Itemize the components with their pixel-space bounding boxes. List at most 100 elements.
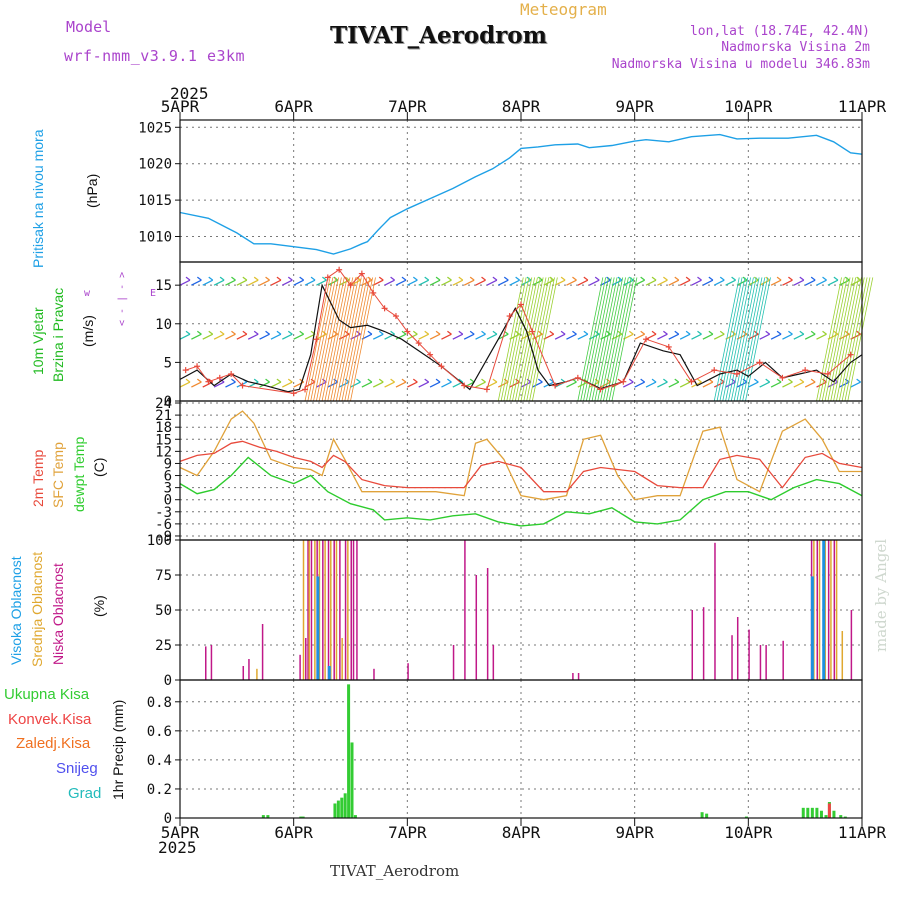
wind-hatch: [520, 277, 547, 402]
wind-barb: [788, 330, 793, 335]
wind-barb: [475, 333, 486, 340]
wind-barb: [554, 333, 566, 340]
wind-barb: [759, 279, 770, 286]
wind-barb: [549, 330, 555, 335]
wind-barb: [634, 333, 645, 340]
y-tick-label: 24: [155, 396, 172, 412]
wind-hatch: [603, 277, 629, 402]
wind-barb: [407, 279, 418, 286]
wind-hatch: [844, 277, 871, 402]
cloud-bar-visoka: [810, 576, 814, 680]
wind-barb: [748, 381, 759, 388]
wind-barb: [429, 333, 441, 340]
cloud-bar-niska: [475, 575, 478, 680]
wind-barb: [600, 381, 611, 388]
wind-barb: [645, 381, 657, 388]
wind-barb: [242, 330, 248, 335]
cloud-bar-niska: [577, 673, 580, 680]
wind-barb: [799, 378, 805, 383]
wind-barb: [259, 381, 270, 388]
wind-barb: [674, 276, 680, 281]
precip-bar: [832, 810, 836, 818]
wind-hatch: [333, 277, 359, 402]
wind-barb: [719, 330, 725, 335]
cloud-bar-srednja: [335, 540, 338, 680]
y-tick-label: 18: [155, 420, 172, 436]
altitude-label: Nadmorska Visina 2m: [721, 40, 870, 55]
wind-barb: [475, 279, 486, 286]
x-tick-label-bottom: 5APR: [161, 823, 200, 842]
wind-hatch: [512, 277, 538, 402]
wind-barb: [685, 330, 691, 335]
cloud-bar-srednja: [330, 540, 332, 680]
year-bottom: 2025: [158, 838, 197, 857]
wind-barb: [663, 276, 668, 281]
y-tick-label: 10: [155, 317, 172, 333]
x-tick-label-top: 6APR: [274, 97, 313, 116]
wind-barb: [776, 378, 782, 383]
wind-barb: [287, 378, 293, 383]
cloud-bar-niska: [407, 663, 409, 680]
compass-e: E: [150, 288, 157, 299]
precip-legend-konvek: Konvek.Kisa: [8, 711, 92, 728]
sfc-temp-line: [179, 410, 862, 501]
cloud-bar-srednja: [813, 540, 815, 680]
wind-barb: [191, 333, 202, 340]
wind-hatch: [531, 277, 558, 402]
cloud-bar-niska: [305, 638, 307, 680]
wind-barb: [788, 378, 793, 383]
wind-barb: [753, 378, 759, 383]
wind-barb: [816, 279, 827, 286]
wind-barb: [532, 279, 543, 286]
wind-barb: [196, 276, 202, 281]
wind-hatch: [321, 277, 348, 402]
wind-barb: [640, 330, 646, 335]
wind-barb: [685, 276, 691, 281]
wind-barb: [691, 333, 702, 340]
precip-legend-snow: Snijeg: [56, 760, 98, 777]
wind-barb: [231, 276, 236, 281]
wind-barb: [185, 378, 191, 383]
wind-barb: [458, 378, 464, 383]
wind-barb: [810, 378, 816, 383]
wind-barb: [611, 279, 623, 286]
wind-barb: [838, 279, 850, 286]
wind-barb: [697, 276, 702, 281]
wind-barb: [645, 279, 657, 286]
wind-barb: [213, 279, 225, 286]
wind-barb: [270, 333, 282, 340]
wind-hatch: [818, 277, 845, 402]
precip-bar: [705, 813, 709, 818]
cloud-bar-niska: [210, 645, 213, 680]
wind-barb: [572, 330, 577, 335]
precip-bar: [261, 815, 265, 818]
wind-hatch: [583, 277, 609, 402]
wind-barb: [583, 330, 589, 335]
cloud-bar-niska: [322, 540, 324, 680]
wind-barb: [191, 381, 202, 388]
wind-barb: [412, 330, 418, 335]
wind-hatch: [605, 277, 632, 402]
wind-barb: [657, 381, 668, 388]
y-tick-label: 12: [155, 444, 172, 460]
y-tick-label: -6: [155, 517, 172, 533]
cloud-bar-niska: [299, 654, 301, 680]
wind-barb: [447, 330, 452, 335]
wind-hatch: [728, 277, 754, 402]
wind-barb: [793, 279, 805, 286]
precip-bar: [700, 812, 704, 818]
cloud-bar-niska: [205, 646, 207, 680]
wind-barb: [566, 381, 577, 388]
wind-barb: [776, 330, 782, 335]
wind-barb: [623, 381, 634, 388]
x-tick-label-bottom: 8APR: [502, 823, 541, 842]
wind-hatch: [585, 277, 612, 402]
cloud-bar-niska: [736, 617, 739, 680]
y-tick-label: 0: [164, 673, 172, 689]
wind-barb: [265, 276, 270, 281]
wind-barb: [856, 378, 862, 383]
wind-barb: [196, 330, 202, 335]
wind-barb: [492, 330, 498, 335]
wind-barb: [282, 333, 293, 340]
y-tick-label: 5: [164, 355, 172, 371]
